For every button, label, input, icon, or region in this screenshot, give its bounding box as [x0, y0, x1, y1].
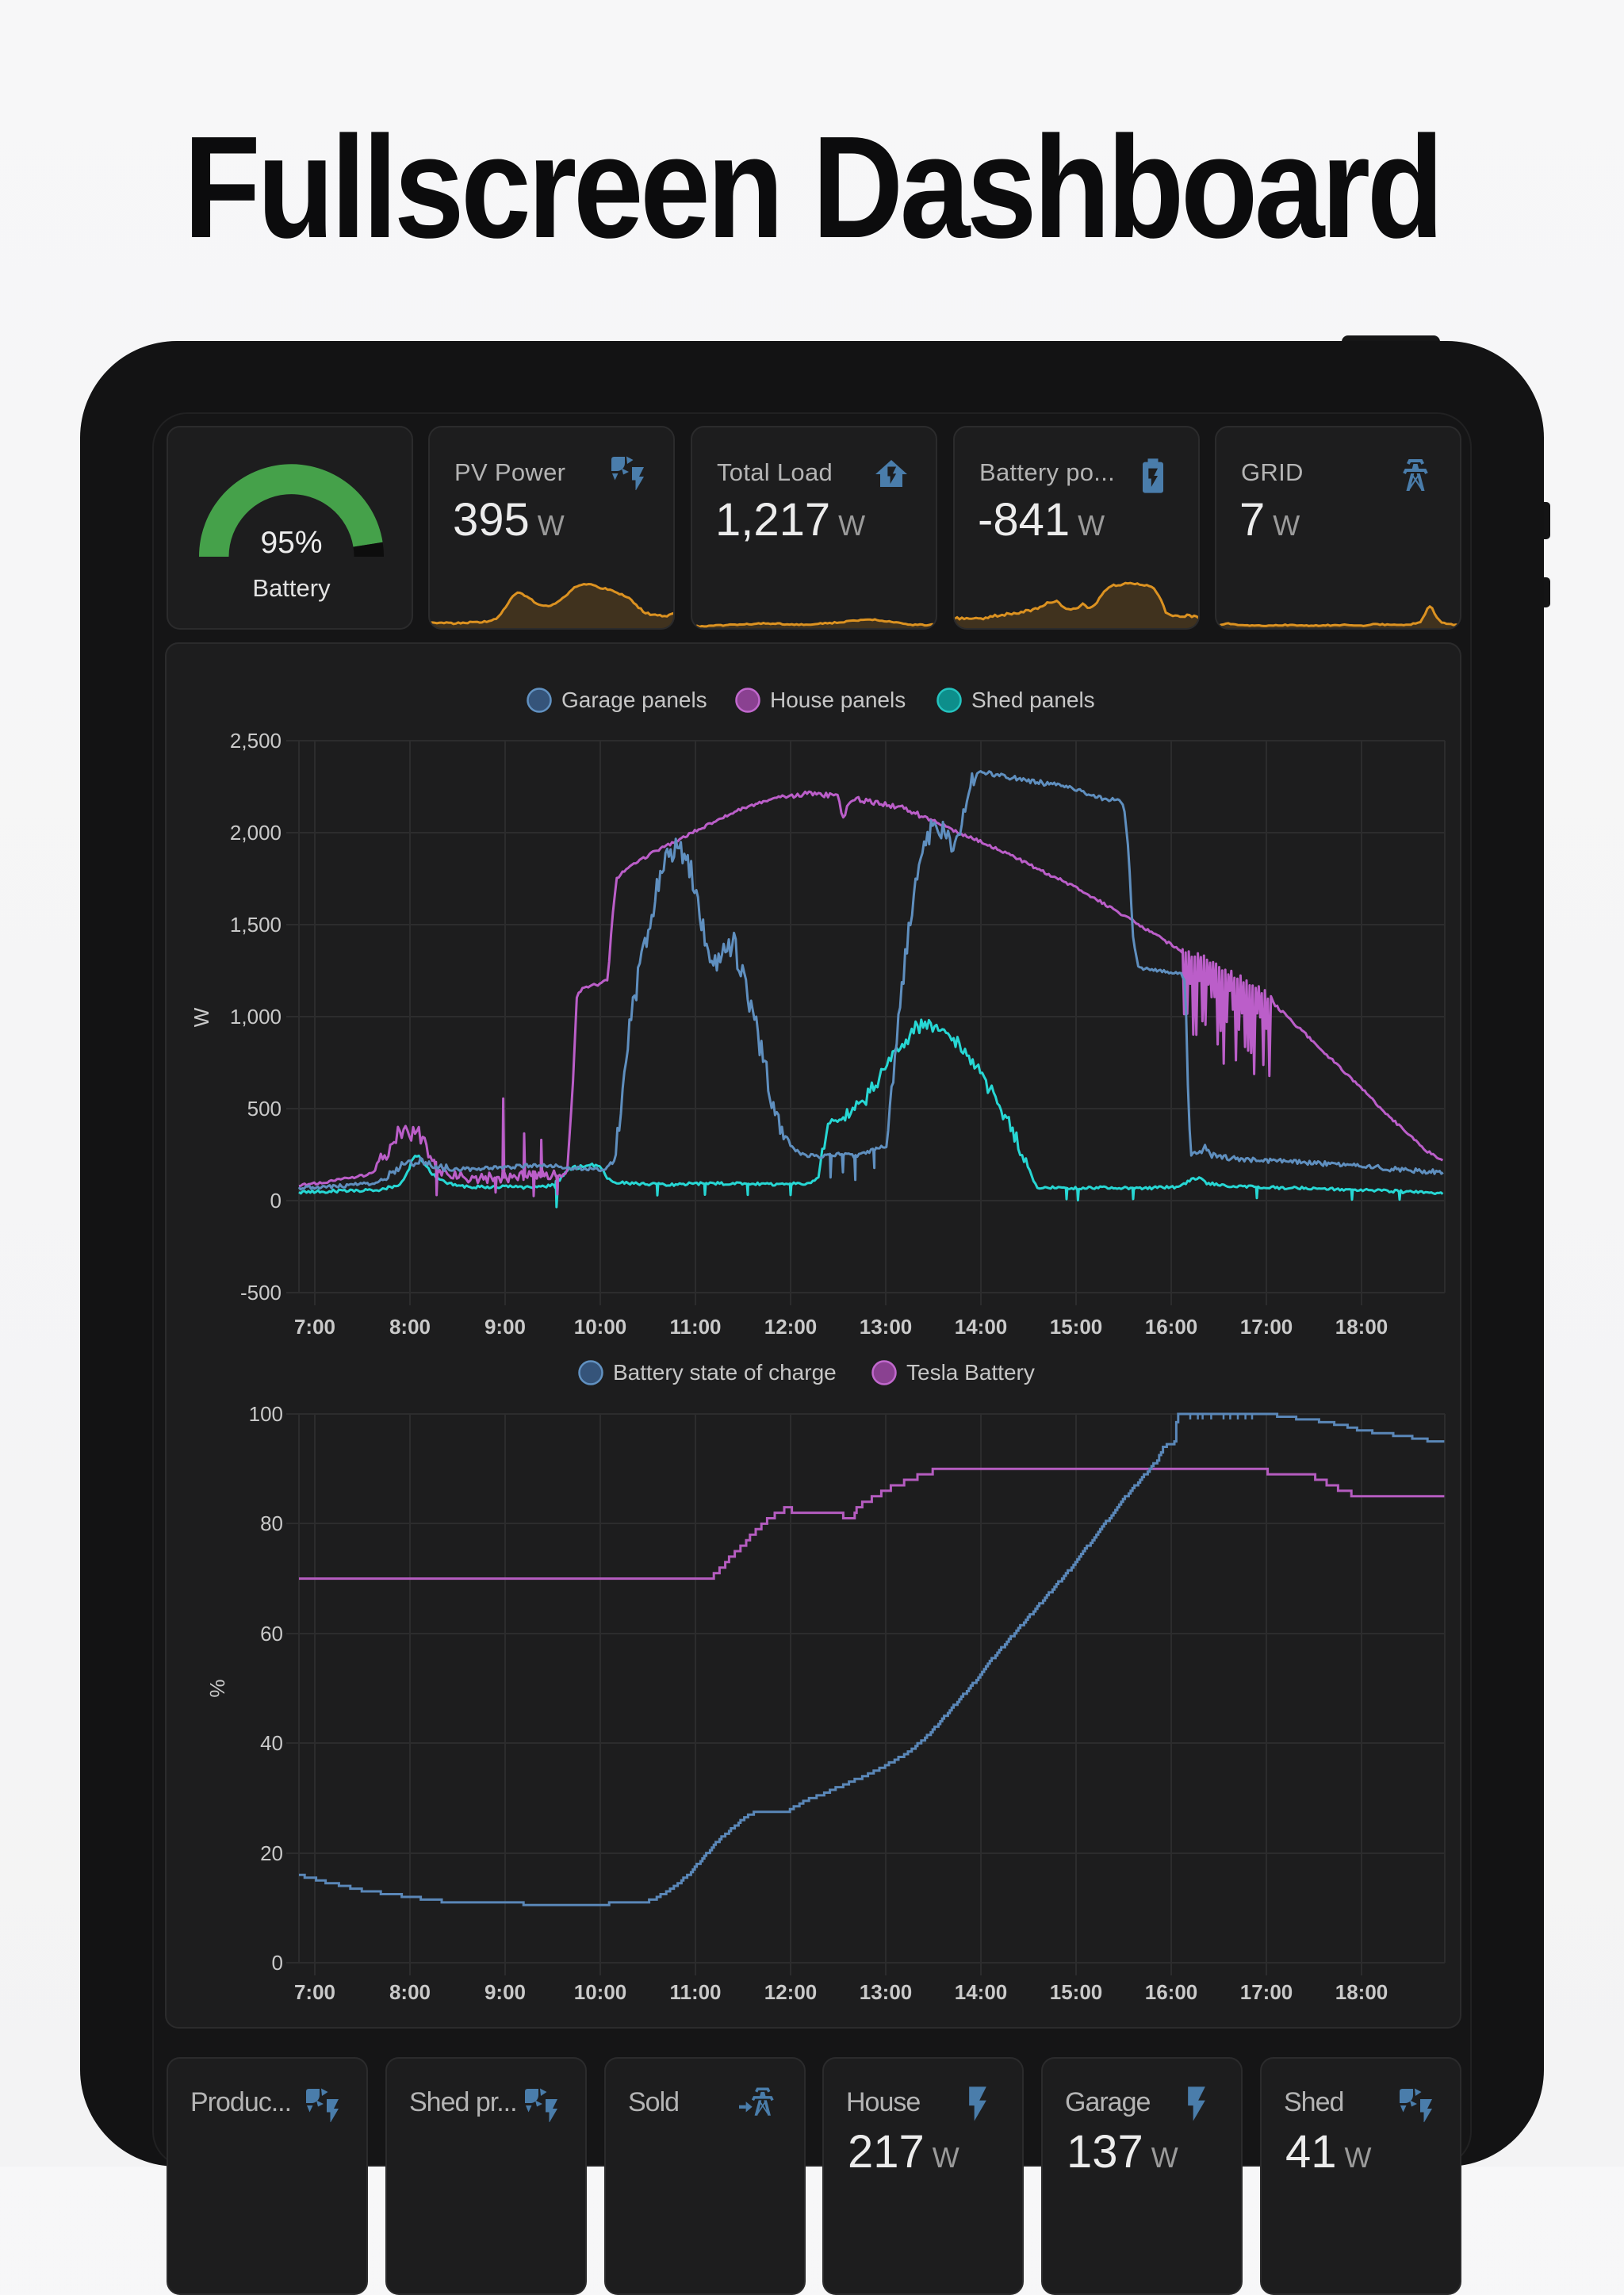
svg-text:14:00: 14:00 [955, 1980, 1008, 2004]
svg-text:95%: 95% [260, 526, 322, 560]
svg-text:0: 0 [272, 1951, 283, 1975]
svg-text:14:00: 14:00 [955, 1315, 1008, 1339]
svg-text:-500: -500 [240, 1281, 282, 1305]
svg-text:Shed panels: Shed panels [971, 688, 1095, 712]
svg-text:11:00: 11:00 [669, 1315, 721, 1339]
svg-text:Garage panels: Garage panels [561, 688, 707, 712]
svg-text:13:00: 13:00 [860, 1980, 913, 2004]
svg-text:8:00: 8:00 [389, 1980, 431, 2004]
svg-text:2,000: 2,000 [230, 821, 282, 845]
svg-text:13:00: 13:00 [860, 1315, 913, 1339]
svg-text:1,500: 1,500 [230, 913, 282, 937]
svg-text:Battery: Battery [252, 574, 331, 602]
svg-text:0: 0 [270, 1189, 282, 1213]
svg-text:18:00: 18:00 [1335, 1980, 1388, 2004]
svg-text:17:00: 17:00 [1240, 1980, 1293, 2004]
svg-text:2,500: 2,500 [230, 729, 282, 753]
svg-text:18:00: 18:00 [1335, 1315, 1388, 1339]
svg-text:80: 80 [260, 1511, 283, 1535]
svg-text:Battery state of charge: Battery state of charge [613, 1360, 837, 1385]
svg-text:Tesla Battery: Tesla Battery [906, 1360, 1035, 1385]
svg-text:12:00: 12:00 [764, 1980, 818, 2004]
svg-text:100: 100 [249, 1402, 283, 1426]
svg-text:9:00: 9:00 [485, 1980, 526, 2004]
svg-text:W: W [190, 1007, 213, 1027]
svg-text:House panels: House panels [770, 688, 906, 712]
svg-text:8:00: 8:00 [389, 1315, 431, 1339]
svg-text:500: 500 [247, 1097, 282, 1121]
svg-text:15:00: 15:00 [1050, 1980, 1103, 2004]
svg-text:16:00: 16:00 [1145, 1315, 1198, 1339]
svg-text:17:00: 17:00 [1240, 1315, 1293, 1339]
svg-text:16:00: 16:00 [1145, 1980, 1198, 2004]
svg-text:15:00: 15:00 [1050, 1315, 1103, 1339]
svg-text:11:00: 11:00 [669, 1980, 721, 2004]
svg-text:10:00: 10:00 [574, 1980, 627, 2004]
svg-text:40: 40 [260, 1731, 283, 1755]
svg-text:20: 20 [260, 1841, 283, 1865]
svg-text:60: 60 [260, 1622, 283, 1646]
svg-text:10:00: 10:00 [574, 1315, 627, 1339]
svg-text:1,000: 1,000 [230, 1005, 282, 1029]
svg-text:12:00: 12:00 [764, 1315, 818, 1339]
svg-text:7:00: 7:00 [294, 1980, 335, 2004]
svg-text:%: % [205, 1679, 229, 1697]
svg-text:9:00: 9:00 [485, 1315, 526, 1339]
svg-text:7:00: 7:00 [294, 1315, 335, 1339]
